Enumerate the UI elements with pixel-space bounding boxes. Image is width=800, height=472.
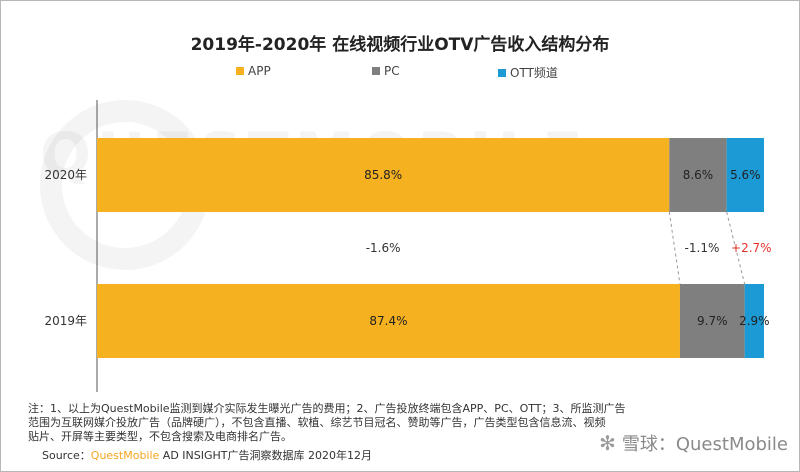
legend-swatch-ott bbox=[498, 68, 506, 77]
legend-swatch-app bbox=[236, 67, 244, 75]
source-prefix: Source： bbox=[42, 449, 91, 462]
bar-app-0 bbox=[97, 138, 670, 212]
legend-swatch-pc bbox=[372, 67, 380, 75]
bar-app-1 bbox=[97, 284, 680, 358]
snowball-icon: ✻ bbox=[599, 431, 616, 455]
footnote: 注：1、以上为QuestMobile监测到媒介实际发生曝光广告的费用；2、广告投… bbox=[28, 402, 788, 444]
data-label-ott-0: 5.6% bbox=[730, 168, 761, 182]
source-line: Source：QuestMobile AD INSIGHT广告洞察数据库 202… bbox=[42, 447, 372, 463]
change-label-pc: -1.1% bbox=[685, 241, 720, 255]
data-label-pc-1: 9.7% bbox=[697, 314, 728, 328]
legend-label-app: APP bbox=[248, 64, 271, 78]
change-label-ott: +2.7% bbox=[731, 241, 772, 255]
source-brand: QuestMobile bbox=[90, 449, 160, 462]
footnote-line-3: 贴片、开屏等主要类型，不包含搜索及电商排名广告。 bbox=[28, 430, 292, 443]
bar-ott-0 bbox=[726, 138, 764, 212]
corner-logo: ✻ 雪球：QuestMobile bbox=[599, 430, 788, 456]
bar-ott-1 bbox=[744, 284, 764, 358]
change-label-app: -1.6% bbox=[366, 241, 401, 255]
data-label-app-0: 85.8% bbox=[364, 168, 402, 182]
legend-item-pc: PC bbox=[372, 64, 400, 78]
bar-pc-1 bbox=[679, 284, 745, 358]
connector-line-1 bbox=[726, 211, 746, 285]
legend-label-ott: OTT频道 bbox=[510, 66, 558, 80]
data-label-pc-0: 8.6% bbox=[683, 168, 714, 182]
corner-logo-text: 雪球：QuestMobile bbox=[621, 434, 788, 455]
chart-title: 2019年-2020年 在线视频行业OTV广告收入结构分布 bbox=[190, 35, 610, 55]
legend: APP PC OTT频道 bbox=[0, 64, 800, 82]
source-rest: AD INSIGHT广告洞察数据库 2020年12月 bbox=[159, 449, 373, 462]
legend-label-pc: PC bbox=[384, 64, 400, 78]
category-label-0: 2020年 bbox=[44, 168, 87, 182]
legend-item-ott: OTT频道 bbox=[498, 64, 558, 81]
footnote-line-2: 范围为互联网媒介投放广告（品牌硬广），不包含直播、软植、综艺节目冠名、赞助等广告… bbox=[28, 416, 606, 429]
data-label-ott-1: 2.9% bbox=[739, 314, 770, 328]
data-label-app-1: 87.4% bbox=[369, 314, 407, 328]
connector-line-0 bbox=[668, 211, 681, 285]
bar-pc-0 bbox=[669, 138, 727, 212]
footnote-line-1: 注：1、以上为QuestMobile监测到媒介实际发生曝光广告的费用；2、广告投… bbox=[28, 402, 626, 415]
legend-item-app: APP bbox=[236, 64, 271, 78]
category-label-1: 2019年 bbox=[44, 314, 87, 328]
